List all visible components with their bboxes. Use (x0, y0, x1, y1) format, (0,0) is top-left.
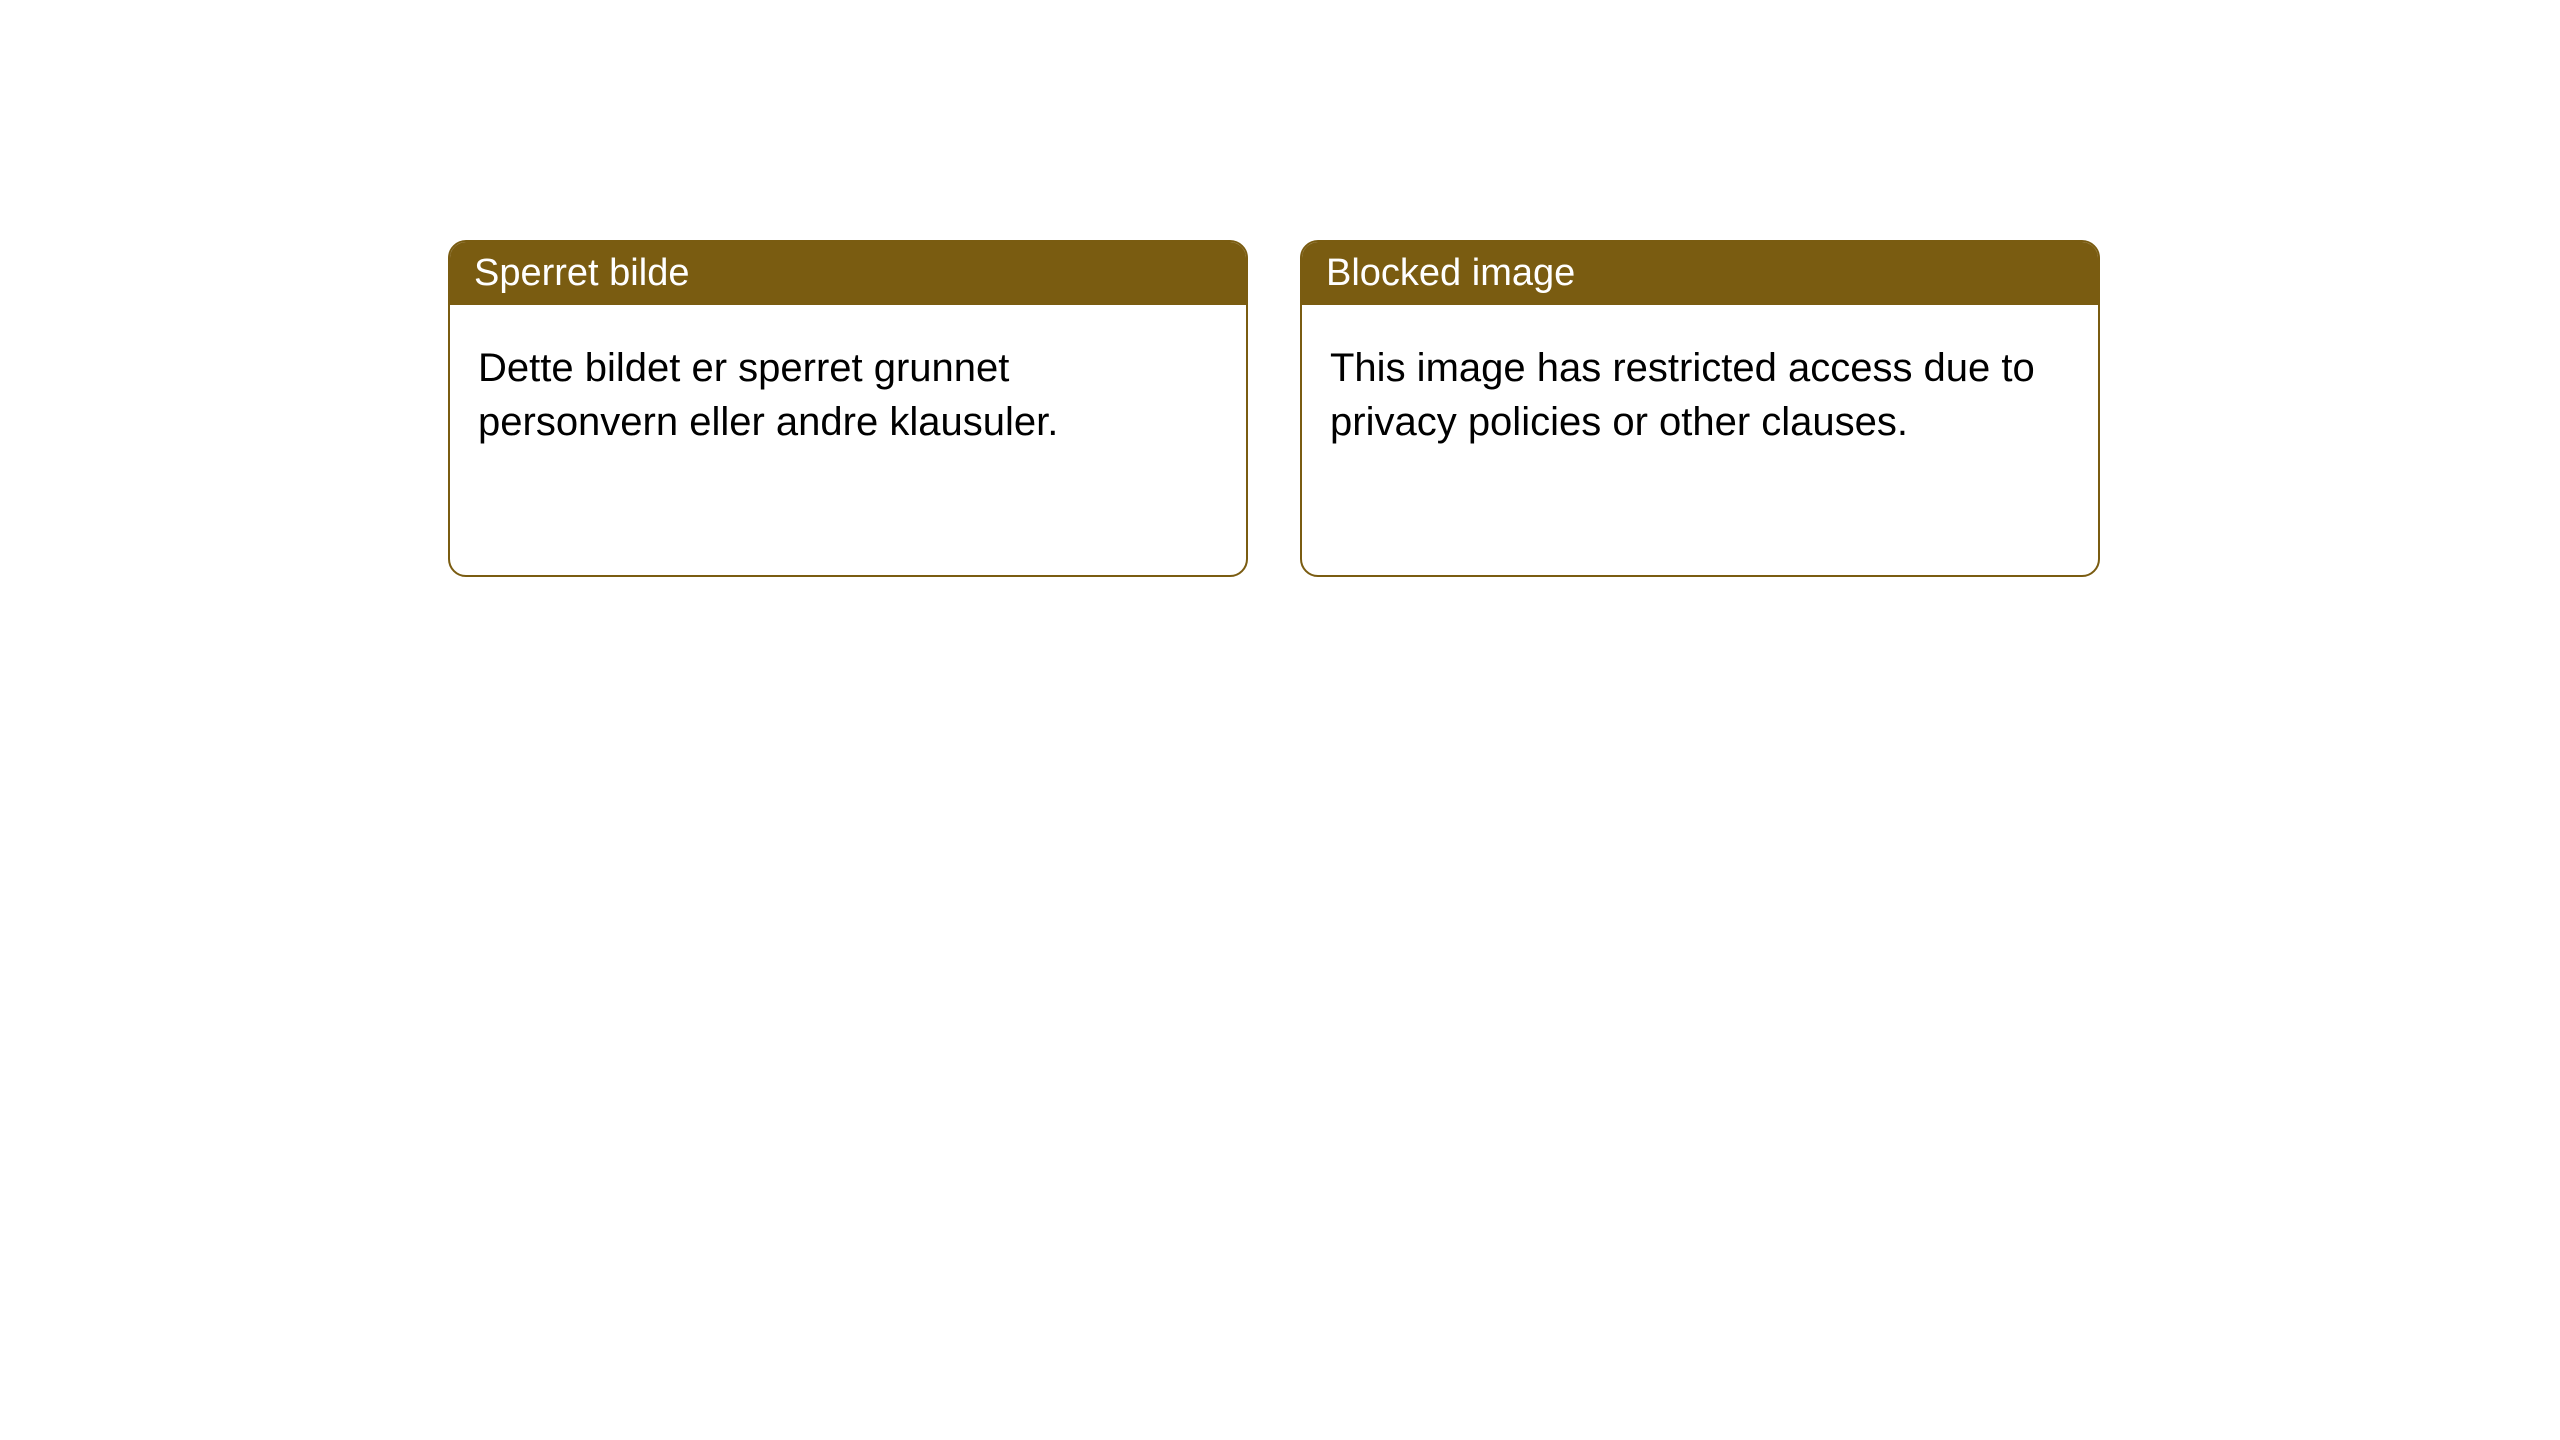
notice-card-english: Blocked image This image has restricted … (1300, 240, 2100, 577)
notice-card-norwegian: Sperret bilde Dette bildet er sperret gr… (448, 240, 1248, 577)
notice-container: Sperret bilde Dette bildet er sperret gr… (448, 240, 2100, 577)
notice-body-english: This image has restricted access due to … (1302, 305, 2098, 575)
notice-header-english: Blocked image (1302, 242, 2098, 305)
notice-header-norwegian: Sperret bilde (450, 242, 1246, 305)
notice-body-norwegian: Dette bildet er sperret grunnet personve… (450, 305, 1246, 575)
